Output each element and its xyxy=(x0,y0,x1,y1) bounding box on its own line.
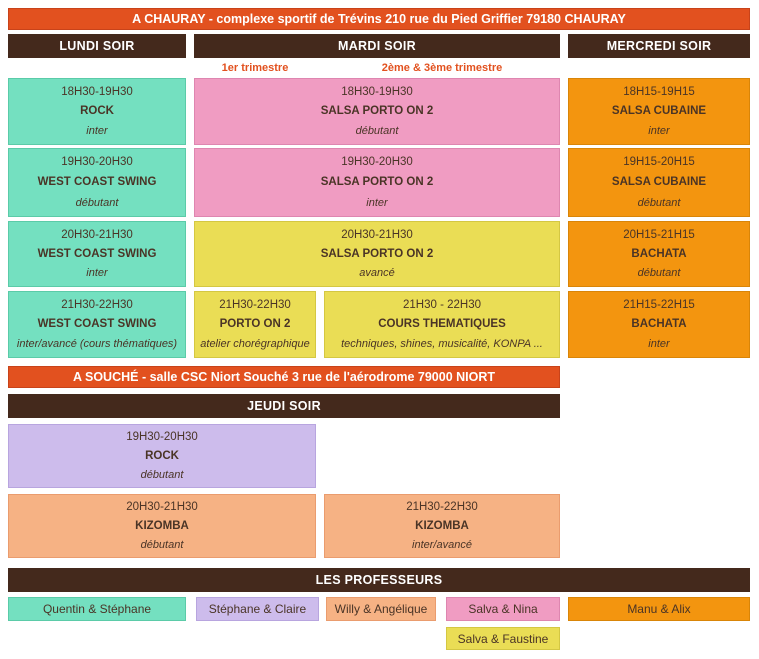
class-level: inter/avancé xyxy=(412,538,472,551)
class-level: débutant xyxy=(140,468,184,481)
class-name: WEST COAST SWING xyxy=(37,176,157,189)
class-time: 18H30-19H30 xyxy=(61,85,133,98)
cell-jeudi-kizomba-avance: 21H30-22H30 KIZOMBA inter/avancé xyxy=(324,494,560,558)
class-name: SALSA PORTO ON 2 xyxy=(320,176,434,189)
day-header-mardi: MARDI SOIR xyxy=(194,34,560,58)
cell-mardi-salsa-inter: 19H30-20H30 SALSA PORTO ON 2 inter xyxy=(194,148,560,217)
legend-salva-nina: Salva & Nina xyxy=(446,597,560,621)
legend-willy-angelique: Willy & Angélique xyxy=(326,597,436,621)
class-time: 20H30-21H30 xyxy=(61,228,133,241)
class-name: ROCK xyxy=(80,105,114,118)
cell-jeudi-kizomba-debutant: 20H30-21H30 KIZOMBA débutant xyxy=(8,494,316,558)
class-name: KIZOMBA xyxy=(415,519,469,532)
cell-lundi-wcs-avance: 21H30-22H30 WEST COAST SWING inter/avanc… xyxy=(8,291,186,358)
legend-salva-faustine: Salva & Faustine xyxy=(446,627,560,650)
banner-chauray: A CHAURAY - complexe sportif de Trévins … xyxy=(8,8,750,30)
class-level: débutant xyxy=(355,125,399,138)
class-level: avancé xyxy=(359,267,395,280)
cell-lundi-rock-inter: 18H30-19H30 ROCK inter xyxy=(8,78,186,145)
class-level: atelier chorégraphique xyxy=(200,338,310,351)
cell-mardi-salsa-avance: 20H30-21H30 SALSA PORTO ON 2 avancé xyxy=(194,221,560,287)
class-level: inter xyxy=(86,125,108,138)
class-time: 21H30-22H30 xyxy=(61,298,133,311)
class-name: SALSA PORTO ON 2 xyxy=(320,105,434,118)
class-time: 21H30-22H30 xyxy=(406,501,478,514)
class-name: COURS THEMATIQUES xyxy=(378,318,506,331)
legend-stephane-claire: Stéphane & Claire xyxy=(196,597,319,621)
class-time: 21H30-22H30 xyxy=(219,298,291,311)
class-level: débutant xyxy=(140,538,184,551)
class-time: 19H30-20H30 xyxy=(61,156,133,169)
legend-quentin-stephane: Quentin & Stéphane xyxy=(8,597,186,621)
class-time: 19H15-20H15 xyxy=(623,156,695,169)
trimester-1-label: 1er trimestre xyxy=(221,62,289,74)
class-name: SALSA CUBAINE xyxy=(611,105,707,118)
class-time: 21H30 - 22H30 xyxy=(403,298,481,311)
class-time: 20H30-21H30 xyxy=(126,501,198,514)
trimester-2-3-label: 2ème & 3ème trimestre xyxy=(381,62,503,74)
class-name: ROCK xyxy=(145,449,179,462)
professors-header: LES PROFESSEURS xyxy=(8,568,750,592)
cell-mardi-porto-atelier: 21H30-22H30 PORTO ON 2 atelier chorégrap… xyxy=(194,291,316,358)
class-time: 19H30-20H30 xyxy=(341,156,413,169)
day-header-jeudi: JEUDI SOIR xyxy=(8,394,560,418)
class-name: PORTO ON 2 xyxy=(219,318,291,331)
class-level: inter xyxy=(648,338,670,351)
banner-souche: A SOUCHÉ - salle CSC Niort Souché 3 rue … xyxy=(8,366,560,388)
class-level: inter/avancé (cours thématiques) xyxy=(16,338,178,351)
class-level: débutant xyxy=(637,196,681,209)
class-name: SALSA CUBAINE xyxy=(611,176,707,189)
legend-manu-alix: Manu & Alix xyxy=(568,597,750,621)
class-level: débutant xyxy=(75,196,119,209)
class-name: WEST COAST SWING xyxy=(37,247,157,260)
cell-jeudi-rock-debutant: 19H30-20H30 ROCK débutant xyxy=(8,424,316,488)
cell-mercredi-salsa-cubaine-inter: 18H15-19H15 SALSA CUBAINE inter xyxy=(568,78,750,145)
class-name: BACHATA xyxy=(631,247,687,260)
cell-lundi-wcs-inter: 20H30-21H30 WEST COAST SWING inter xyxy=(8,221,186,287)
cell-mercredi-salsa-cubaine-debutant: 19H15-20H15 SALSA CUBAINE débutant xyxy=(568,148,750,217)
cell-lundi-wcs-debutant: 19H30-20H30 WEST COAST SWING débutant xyxy=(8,148,186,217)
class-name: WEST COAST SWING xyxy=(37,318,157,331)
cell-mercredi-bachata-debutant: 20H15-21H15 BACHATA débutant xyxy=(568,221,750,287)
class-time: 19H30-20H30 xyxy=(126,431,198,444)
class-time: 21H15-22H15 xyxy=(623,298,695,311)
cell-mardi-cours-thematiques: 21H30 - 22H30 COURS THEMATIQUES techniqu… xyxy=(324,291,560,358)
class-name: SALSA PORTO ON 2 xyxy=(320,247,434,260)
class-time: 18H15-19H15 xyxy=(623,85,695,98)
class-name: KIZOMBA xyxy=(135,519,189,532)
day-header-mercredi: MERCREDI SOIR xyxy=(568,34,750,58)
class-time: 18H30-19H30 xyxy=(341,85,413,98)
class-level: inter xyxy=(648,125,670,138)
class-level: inter xyxy=(366,196,388,209)
class-name: BACHATA xyxy=(631,318,687,331)
class-time: 20H30-21H30 xyxy=(341,228,413,241)
class-level: techniques, shines, musicalité, KONPA ..… xyxy=(341,338,543,351)
class-time: 20H15-21H15 xyxy=(623,228,695,241)
cell-mercredi-bachata-inter: 21H15-22H15 BACHATA inter xyxy=(568,291,750,358)
class-level: inter xyxy=(86,267,108,280)
day-header-lundi: LUNDI SOIR xyxy=(8,34,186,58)
cell-mardi-salsa-debutant: 18H30-19H30 SALSA PORTO ON 2 débutant xyxy=(194,78,560,145)
class-level: débutant xyxy=(637,267,681,280)
